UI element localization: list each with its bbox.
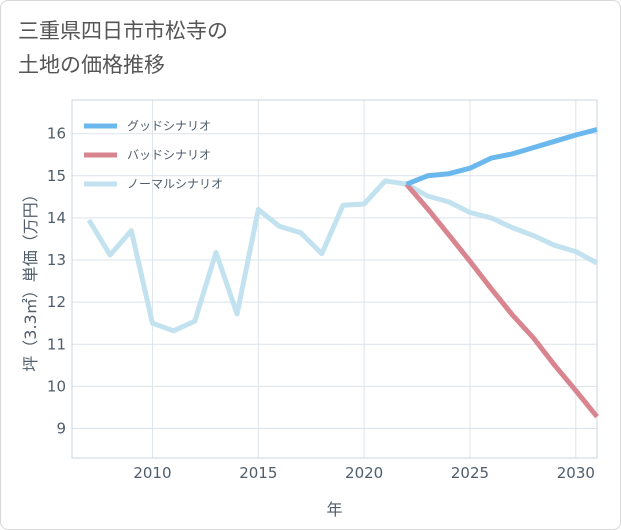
series-lines (86, 127, 599, 419)
y-gridlines (72, 133, 597, 430)
x-tick-label: 2010 (133, 464, 171, 482)
y-tick-labels: 9 10 11 12 13 14 15 16 (47, 125, 66, 438)
x-axis-title: 年 (326, 500, 342, 519)
y-tick-label: 10 (47, 377, 66, 395)
x-tick-label: 2025 (451, 464, 489, 482)
y-tick-label: 14 (47, 209, 66, 227)
y-tick-label: 15 (47, 167, 66, 185)
y-axis-title: 坪（3.3㎡）単価（万円） (21, 186, 40, 371)
y-tick-label: 12 (47, 293, 66, 311)
legend-label-1: バッドシナリオ (127, 148, 211, 162)
legend-label-0: グッドシナリオ (127, 119, 211, 133)
series-line-0 (405, 127, 598, 187)
x-tick-label: 2015 (239, 464, 277, 482)
series-line-2 (86, 178, 599, 334)
x-tick-labels: 2010 2015 2020 2025 2030 (133, 464, 595, 482)
legend-label-2: ノーマルシナリオ (127, 177, 223, 191)
plot-area (71, 99, 598, 459)
x-tick-label: 2030 (557, 464, 595, 482)
y-tick-label: 9 (56, 420, 66, 438)
y-tick-label: 13 (47, 251, 66, 269)
chart-title: 三重県四日市市松寺の 土地の価格推移 (18, 19, 228, 77)
y-tick-label: 11 (47, 335, 66, 353)
x-gridlines (151, 100, 577, 458)
series-line-1 (404, 182, 599, 419)
y-tick-label: 16 (47, 125, 66, 143)
x-tick-label: 2020 (345, 464, 383, 482)
